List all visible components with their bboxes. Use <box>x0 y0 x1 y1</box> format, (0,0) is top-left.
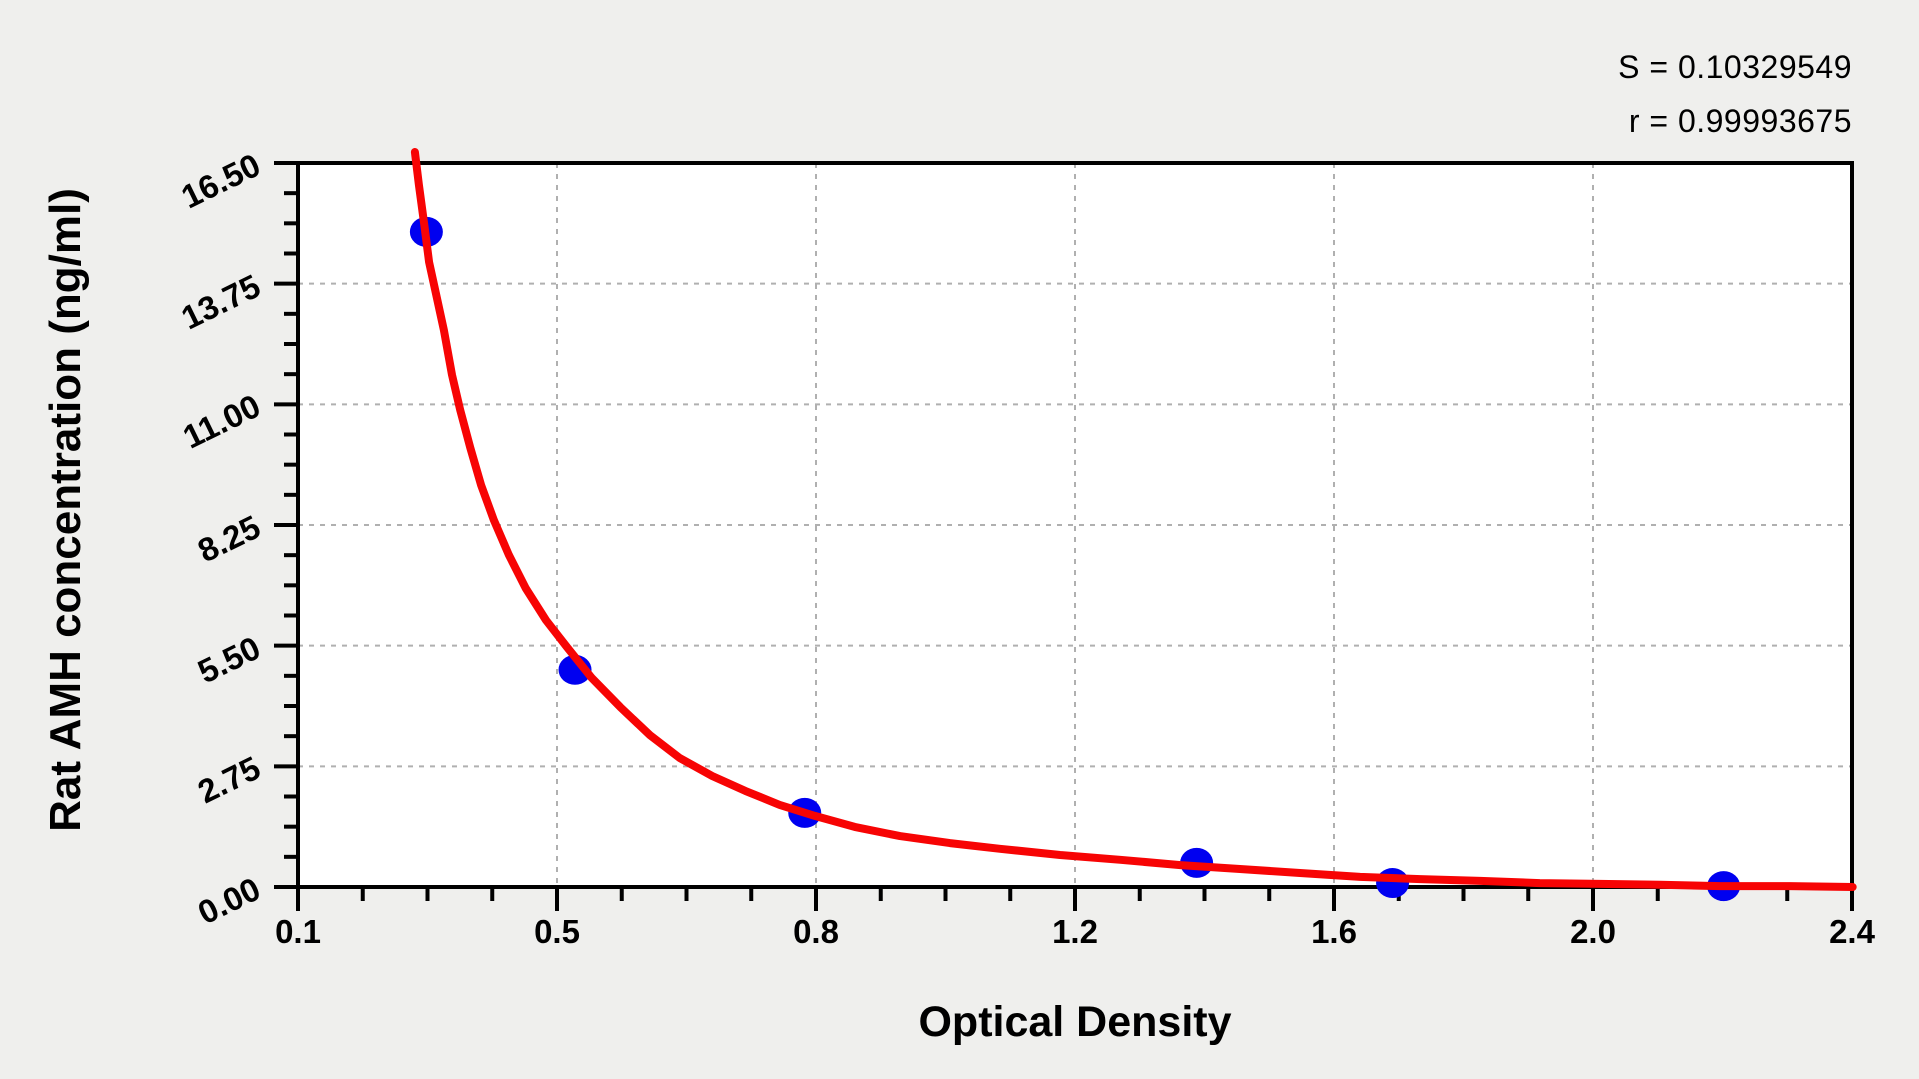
fit-curve <box>410 148 1857 891</box>
x-tick-label: 1.6 <box>1311 913 1357 950</box>
y-axis-title: Rat AMH concentration (ng/ml) <box>41 188 90 832</box>
x-tick-label: 0.5 <box>534 913 580 950</box>
plot-background <box>298 163 1852 887</box>
stat-r: r = 0.99993675 <box>1628 103 1852 139</box>
x-tick-label: 2.0 <box>1570 913 1616 950</box>
x-tick-label: 0.8 <box>793 913 839 950</box>
fit-statistics: S = 0.10329549 r = 0.99993675 <box>1618 40 1852 148</box>
stat-s: S = 0.10329549 <box>1618 49 1852 85</box>
x-axis-title: Optical Density <box>918 998 1232 1046</box>
data-point <box>1376 868 1410 899</box>
x-tick-label: 1.2 <box>1052 913 1098 950</box>
x-tick-label: 0.1 <box>275 913 321 950</box>
plot-frame <box>296 161 1854 889</box>
x-tick-label: 2.4 <box>1829 913 1875 950</box>
